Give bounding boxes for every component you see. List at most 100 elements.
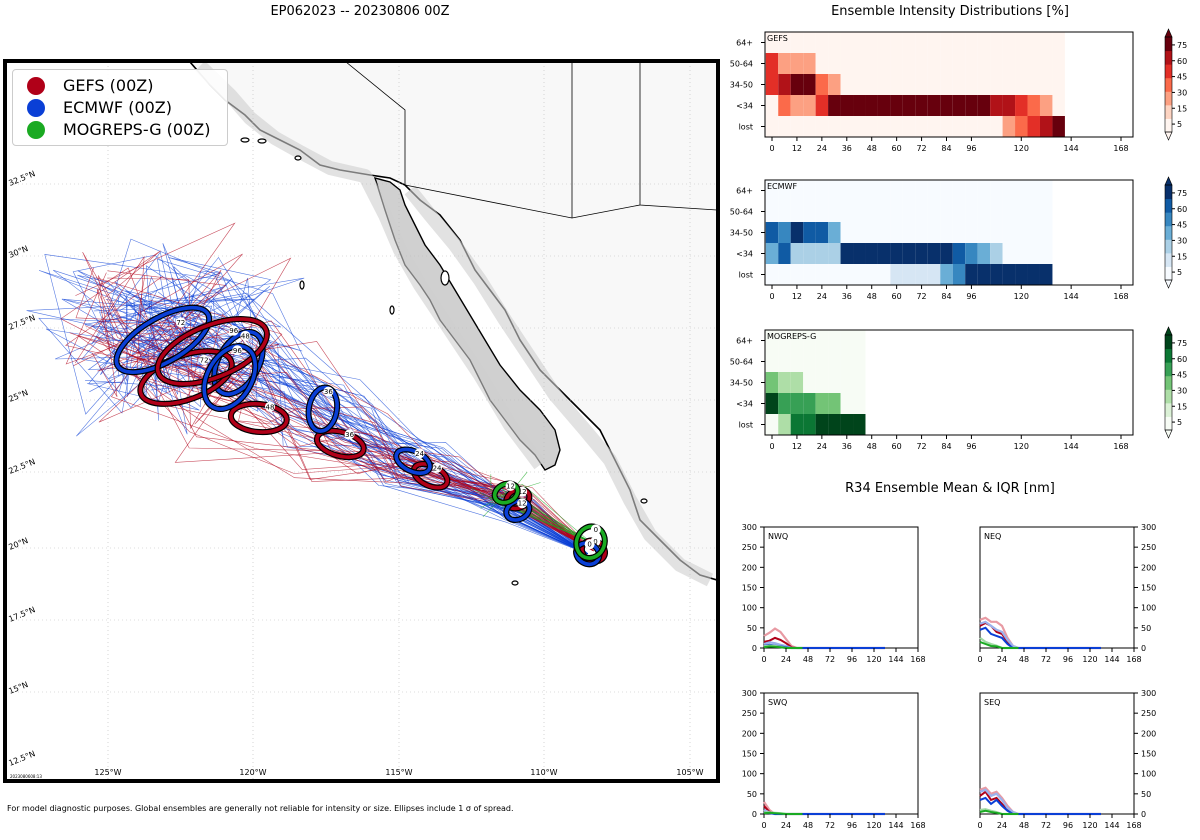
heatmap-cell: [877, 264, 891, 285]
heatmap-cell: [765, 330, 779, 351]
heatmap-cell: [890, 180, 903, 201]
heatmap-cell: [815, 243, 829, 264]
r34-y-tick: 200: [742, 729, 757, 738]
heatmap-cell: [990, 53, 1003, 74]
heatmap-cell: [828, 201, 841, 222]
heatmap-cell: [765, 414, 779, 435]
ellipse-hour-label: 96: [229, 327, 238, 335]
heatmap-cell: [902, 74, 916, 95]
ellipse-ecmwf-36: 36: [305, 384, 341, 435]
ellipse-hour-label: 12: [518, 500, 527, 508]
r34-y-tick: 200: [1141, 729, 1156, 738]
heatmap-cell: [952, 74, 966, 95]
colorbar-tick: 45: [1177, 221, 1187, 230]
heatmap-row-label: 64+: [736, 187, 753, 196]
r34-y-tick: 100: [1141, 770, 1156, 779]
heatmap-cell: [1002, 74, 1016, 95]
heatmap-x-tick: 72: [916, 292, 926, 301]
r34-x-tick: 168: [1126, 821, 1141, 830]
heatmap-cell: [790, 372, 804, 393]
heatmap-row-label: lost: [739, 271, 753, 280]
legend-label: ECMWF (00Z): [63, 98, 172, 117]
heatmap-cell: [927, 53, 941, 74]
heatmap-cell: [902, 243, 916, 264]
heatmap-cell: [853, 180, 866, 201]
heatmap-cell: [977, 180, 991, 201]
heatmap-cell: [853, 393, 866, 414]
heatmap-cell: [765, 180, 779, 201]
r34-x-tick: 0: [761, 655, 766, 664]
heatmap-cell: [977, 243, 991, 264]
heatmap-cell: [1002, 201, 1016, 222]
heatmap-cell: [803, 201, 816, 222]
ellipse-hour-label: 48: [266, 403, 275, 411]
r34-x-tick: 0: [761, 821, 766, 830]
heatmap-panel-label: ECMWF: [767, 182, 797, 191]
ellipse-hour-label: 0: [593, 538, 597, 546]
legend-marker-mogreps: [27, 120, 45, 139]
heatmap-cell: [915, 201, 928, 222]
heatmap-cell: [1052, 74, 1065, 95]
heatmap-cell: [977, 53, 991, 74]
heatmap-cell: [940, 74, 953, 95]
heatmap-cell: [1027, 222, 1040, 243]
heatmap-cell: [790, 180, 804, 201]
heatmap-cell: [765, 264, 779, 285]
heatmap-x-tick: 24: [817, 442, 827, 451]
heatmap-cell: [915, 222, 928, 243]
heatmap-cell: [853, 201, 866, 222]
ellipse-ecmwf-0: 0: [573, 539, 603, 568]
heatmap-x-tick: 48: [867, 442, 877, 451]
ellipse-label-bg: [344, 429, 355, 440]
heatmap-cell: [765, 351, 779, 372]
heatmap-cell: [803, 53, 816, 74]
heatmap-cell: [778, 95, 791, 116]
heatmap-cell: [1002, 116, 1016, 137]
r34-y-tick: 50: [747, 790, 757, 799]
heatmap-cell: [815, 393, 829, 414]
intensity-heatmaps: GEFS 64+ 50-64 34-50 <34 lost 0 12 24 36 48 60 72 84 9…: [730, 28, 1187, 451]
heatmap-cell: [902, 222, 916, 243]
heatmap-cell: [853, 351, 866, 372]
colorbar-tick: 60: [1177, 355, 1187, 364]
heatmap-cell: [815, 53, 829, 74]
heatmap-cell: [803, 351, 816, 372]
r34-mean-line: [763, 811, 803, 815]
heatmap-x-tick: 48: [867, 292, 877, 301]
heatmap-cell: [1027, 201, 1040, 222]
ellipse-label-bg: [505, 480, 516, 491]
ellipse-hour-label: 0: [594, 526, 598, 534]
heatmap-x-tick: 60: [892, 292, 902, 301]
heatmap-cell: [940, 264, 953, 285]
heatmap-cell: [853, 222, 866, 243]
r34-x-tick: 48: [803, 655, 813, 664]
heatmap-row-label: lost: [739, 421, 753, 430]
heatmap-cell: [815, 414, 829, 435]
map-frame: [3, 59, 720, 783]
r34-x-tick: 120: [866, 821, 881, 830]
heatmap-cell: [853, 330, 866, 351]
heatmap-cell: [828, 414, 841, 435]
heatmap-x-tick: 36: [842, 442, 852, 451]
r34-x-tick: 96: [847, 655, 857, 664]
heatmap-cell: [828, 180, 841, 201]
heatmap-cell: [1002, 264, 1016, 285]
colorbar-mogreps-g: 5 15 30 45 60 75: [1164, 326, 1187, 439]
r34-y-tick: 250: [742, 543, 757, 552]
heatmap-cell: [1015, 53, 1028, 74]
colorbar-tick: 75: [1177, 339, 1187, 348]
heatmap-row-label: 64+: [736, 337, 753, 346]
heatmap-cell: [765, 201, 779, 222]
heatmap-cell: [990, 180, 1003, 201]
heatmap-cell: [990, 201, 1003, 222]
r34-x-tick: 168: [910, 821, 925, 830]
track-line: [107, 277, 594, 552]
heatmap-cell: [853, 32, 866, 53]
heatmap-cell: [915, 180, 928, 201]
r34-y-tick: 300: [1141, 689, 1156, 698]
heatmap-cell: [828, 372, 841, 393]
heatmap-cell: [815, 116, 829, 137]
r34-mean-line: [979, 626, 1101, 649]
ellipse-label-bg: [517, 498, 528, 509]
